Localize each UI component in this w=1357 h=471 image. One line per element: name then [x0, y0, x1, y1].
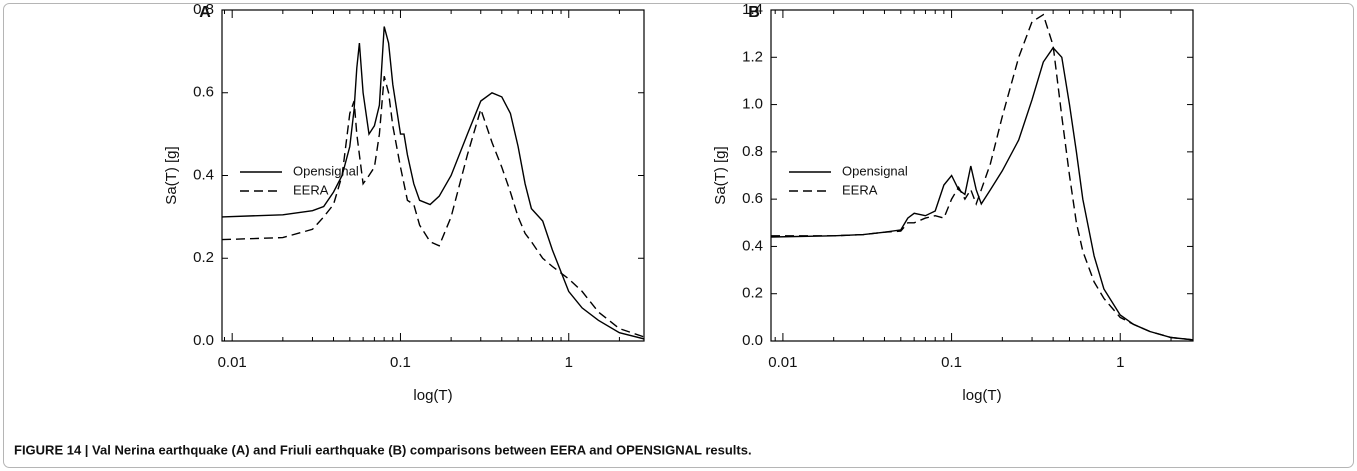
y-tick-label: 0.2: [742, 285, 763, 302]
x-tick-label: 0.01: [218, 354, 247, 371]
series-line: [222, 76, 644, 338]
x-tick-label: 0.1: [941, 354, 962, 371]
legend-label: EERA: [293, 182, 329, 197]
y-axis-label: Sa(T) [g]: [163, 146, 180, 204]
y-tick-label: 0.2: [193, 249, 214, 266]
x-tick-label: 0.1: [390, 354, 411, 371]
y-tick-label: 0.6: [193, 84, 214, 101]
y-tick-label: 0.8: [742, 143, 763, 160]
series-line: [222, 26, 644, 340]
series-line: [771, 13, 1193, 341]
y-tick-label: 0.8: [193, 1, 214, 18]
y-tick-label: 0.6: [742, 190, 763, 207]
y-tick-label: 1.0: [742, 96, 763, 113]
legend-label: Opensignal: [293, 163, 359, 178]
legend-label: Opensignal: [842, 163, 908, 178]
y-tick-label: 0.4: [742, 237, 763, 254]
y-tick-label: 0.0: [742, 332, 763, 349]
legend-label: EERA: [842, 182, 878, 197]
y-tick-label: 0.0: [193, 332, 214, 349]
x-tick-label: 1: [1116, 354, 1124, 371]
panel-label: A: [199, 4, 211, 21]
y-tick-label: 1.2: [742, 48, 763, 65]
frame: [3, 3, 1354, 468]
y-axis-label: Sa(T) [g]: [712, 146, 729, 204]
plot-frame: [770, 9, 1194, 342]
caption: FIGURE 14 | Val Nerina earthquake (A) an…: [14, 442, 752, 457]
series-line: [771, 46, 1193, 341]
y-tick-label: 1.4: [742, 1, 763, 18]
y-tick-label: 0.4: [193, 166, 214, 183]
plot-frame: [221, 9, 645, 342]
x-axis-label: log(T): [962, 387, 1001, 404]
x-tick-label: 1: [565, 354, 573, 371]
x-axis-label: log(T): [413, 387, 452, 404]
panel-label: B: [748, 4, 760, 21]
x-tick-label: 0.01: [768, 354, 797, 371]
